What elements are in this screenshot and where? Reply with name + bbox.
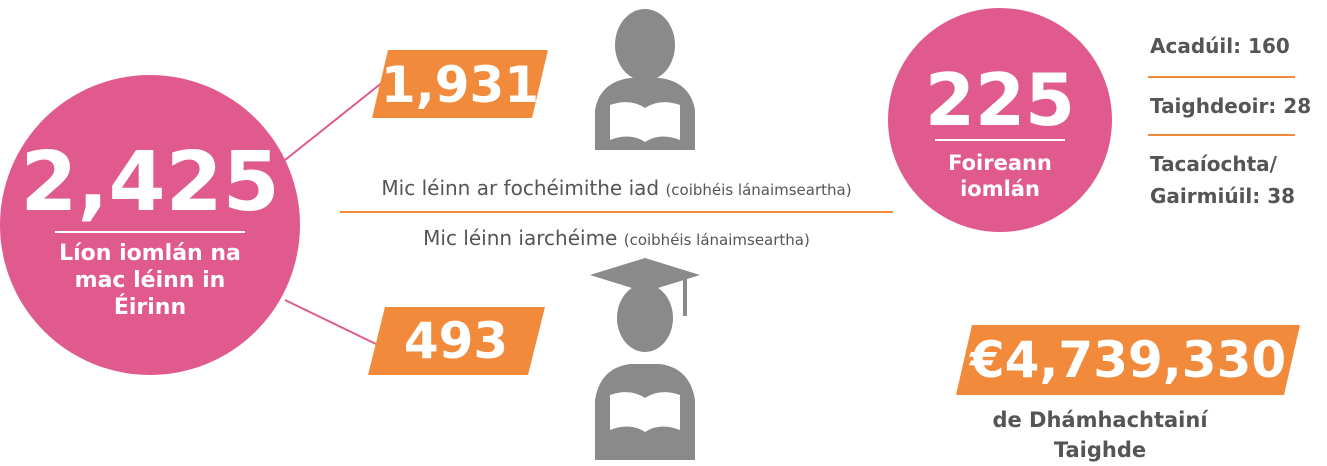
- staff-total: 225: [924, 58, 1076, 142]
- book: [610, 102, 680, 142]
- postgrad-value: 493: [403, 312, 509, 370]
- staff-item: Taighdeoir: 28: [1150, 94, 1312, 118]
- undergrad-text: Mic léinn ar fochéimithe iad (coibhéis l…: [320, 176, 913, 200]
- staff-item: Tacaíochta/ Gairmiúil: 38: [1150, 152, 1296, 208]
- students-total: 2,425: [20, 135, 280, 230]
- badge: [368, 307, 545, 375]
- postgrad-text: Mic léinn iarchéime (coibhéis lánaimsear…: [320, 226, 913, 250]
- undergrad-note: (coibhéis lánaimseartha): [665, 181, 852, 199]
- postgrad-note: (coibhéis lánaimseartha): [623, 231, 810, 249]
- research-label: de Dhámhachtainí Taighde: [992, 408, 1208, 462]
- badge: [956, 325, 1300, 395]
- students-label: Líon iomlán na mac léinn in Éirinn: [59, 241, 241, 320]
- staff-circle: [888, 8, 1112, 232]
- undergrad-label: Mic léinn ar fochéimithe iad: [381, 176, 660, 200]
- research-value: €4,739,330: [969, 331, 1287, 389]
- connector: [284, 299, 379, 346]
- badge: [372, 50, 548, 118]
- staff-label: Foireann iomlán: [948, 151, 1052, 201]
- postgrad-label: Mic léinn iarchéime: [423, 226, 618, 250]
- students-circle: [0, 75, 300, 375]
- connector: [284, 77, 389, 161]
- undergrad-value: 1,931: [380, 56, 540, 114]
- staff-item: Acadúil: 160: [1150, 34, 1290, 58]
- book: [610, 392, 680, 432]
